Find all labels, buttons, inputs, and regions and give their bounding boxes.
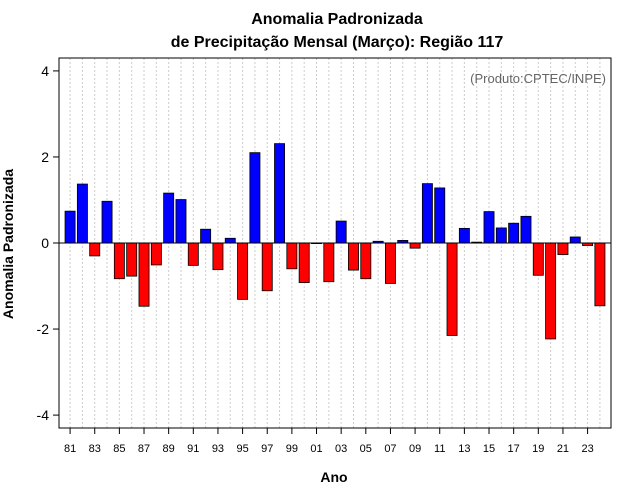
bar-2010	[421, 183, 433, 244]
bar-2017	[508, 222, 520, 244]
bar-1981	[64, 210, 76, 244]
x-tick-label: 05	[360, 443, 372, 455]
bar-2007	[384, 242, 396, 284]
bar-1987	[138, 242, 150, 307]
chart-title-line2: de Precipitação Mensal (Março): Região 1…	[171, 34, 504, 51]
y-tick-label: -4	[37, 407, 50, 423]
x-tick-label: 99	[286, 443, 298, 455]
bar-2003	[335, 220, 347, 244]
bar-1988	[150, 242, 162, 266]
y-axis-label: Anomalia Padronizada	[0, 169, 16, 319]
bar-2011	[434, 187, 446, 244]
bar-2022	[569, 236, 581, 244]
bar-1995	[237, 242, 249, 300]
x-tick-label: 21	[557, 443, 569, 455]
bar-2020	[545, 242, 557, 340]
bar-2000	[298, 242, 310, 283]
bar-2018	[520, 215, 532, 244]
bar-2012	[446, 242, 458, 336]
x-tick-label: 95	[236, 443, 248, 455]
x-tick-label: 15	[483, 443, 495, 455]
x-tick-label: 87	[138, 443, 150, 455]
bar-2009	[409, 242, 421, 249]
bar-1996	[249, 152, 261, 244]
bar-2021	[557, 242, 569, 256]
bar-1994	[224, 237, 236, 244]
y-tick-label: 4	[41, 63, 49, 79]
x-tick-label: 03	[335, 443, 347, 455]
x-tick-label: 93	[212, 443, 224, 455]
x-tick-label: 17	[508, 443, 520, 455]
y-tick-label: 2	[41, 149, 49, 165]
x-tick-label: 09	[409, 443, 421, 455]
chart-title-line1: Anomalia Padronizada	[251, 11, 423, 28]
x-tick-label: 23	[581, 443, 593, 455]
x-tick-label: 81	[64, 443, 76, 455]
y-axis: -4 -2 0 2 4	[37, 63, 59, 423]
bar-1989	[163, 192, 175, 244]
bar-2013	[458, 227, 470, 244]
bar-1983	[89, 242, 101, 257]
bar-1990	[175, 199, 187, 244]
credit-text: (Produto:CPTEC/INPE)	[470, 71, 606, 86]
x-tick-label: 01	[310, 443, 322, 455]
bar-1982	[76, 183, 88, 244]
bar-2002	[323, 242, 335, 283]
bar-1992	[200, 228, 212, 244]
bar-2016	[495, 227, 507, 244]
bars-layer	[64, 143, 606, 340]
x-tick-label: 07	[384, 443, 396, 455]
bar-1986	[126, 242, 138, 277]
x-tick-label: 85	[113, 443, 125, 455]
bar-1985	[113, 242, 125, 280]
y-tick-label: -2	[37, 321, 50, 337]
bar-1984	[101, 200, 113, 244]
x-axis: 81 83 85 87 89 91 93 95 97 99 01 03 05 07 09 11 13 15 17 19…	[64, 428, 594, 455]
x-tick-label: 83	[89, 443, 101, 455]
x-axis-label: Ano	[320, 469, 347, 485]
x-tick-label: 19	[532, 443, 544, 455]
bar-2005	[360, 242, 372, 280]
x-tick-label: 97	[261, 443, 273, 455]
bar-2004	[348, 242, 359, 271]
x-tick-label: 91	[187, 443, 199, 455]
x-tick-label: 89	[163, 443, 175, 455]
bar-2015	[483, 211, 495, 244]
x-tick-label: 11	[434, 443, 445, 455]
bar-1998	[274, 143, 286, 244]
bar-1991	[187, 242, 199, 266]
bar-2019	[532, 242, 544, 276]
bar-2024	[594, 242, 606, 307]
bar-1999	[286, 242, 298, 270]
bar-1997	[261, 242, 273, 292]
x-tick-label: 13	[458, 443, 470, 455]
y-tick-label: 0	[41, 235, 49, 251]
bar-1993	[212, 242, 224, 271]
